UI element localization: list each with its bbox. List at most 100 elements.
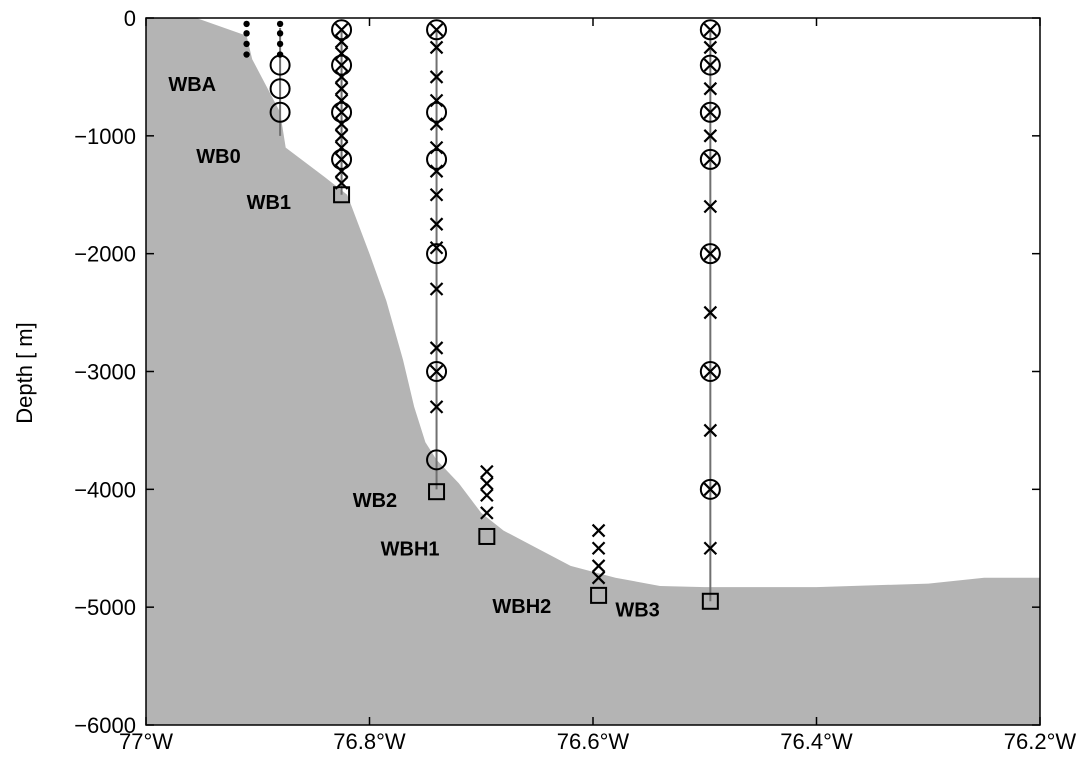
instrument-cross [334, 129, 349, 143]
instrument-cross [703, 305, 718, 320]
instrument-circle [331, 148, 353, 170]
anchor-square [428, 483, 446, 501]
instrument-dot [243, 51, 250, 58]
instrument-dot [276, 40, 284, 48]
instrument-dot [276, 20, 284, 28]
instrument-cross [591, 541, 606, 556]
x-tick-label: 76.2°W [1004, 729, 1077, 754]
instrument-cross [703, 152, 718, 167]
instrument-cross [703, 81, 718, 96]
y-tick-label: −6000 [74, 713, 136, 738]
mooring-label-wb1: WB1 [247, 192, 291, 214]
instrument-cross [334, 23, 349, 37]
instrument-cross [429, 341, 444, 355]
instrument-cross [703, 541, 718, 556]
instrument-cross [429, 164, 444, 178]
mooring-label-wbh2: WBH2 [492, 596, 551, 618]
instrument-cross [480, 488, 494, 503]
instrument-cross [429, 140, 444, 155]
instrument-cross [334, 140, 349, 155]
instrument-cross [429, 93, 444, 108]
instrument-circle [699, 243, 721, 265]
y-tick-label: 0 [124, 6, 136, 31]
y-axis-title: Depth [ m] [12, 322, 37, 423]
instrument-circle [331, 19, 353, 41]
instrument-cross [703, 199, 718, 214]
mooring-wbh2: WBH2 [492, 523, 608, 618]
instrument-cross [429, 240, 444, 255]
instrument-circle [699, 148, 721, 170]
instrument-circle [699, 54, 721, 76]
instrument-cross [429, 23, 444, 37]
instrument-cross [703, 23, 718, 37]
anchor-square [478, 527, 496, 545]
mooring-label-wba: WBA [168, 74, 216, 96]
axes: 77°W 76.8°W 76.6°W 76.4°W 76.2°W 0 −1000 −2000 −… [74, 6, 1076, 754]
instrument-cross [429, 70, 444, 84]
instrument-cross [703, 129, 718, 143]
mooring-label-wb3: WB3 [615, 600, 659, 622]
instrument-cross [334, 164, 349, 178]
bathymetry-area [146, 18, 1040, 725]
instrument-cross [334, 46, 349, 61]
instrument-cross [334, 117, 349, 131]
instrument-dot [276, 30, 284, 37]
instrument-cross [480, 464, 494, 479]
instrument-circle [426, 148, 448, 170]
x-tick-label: 76.4°W [780, 729, 853, 754]
instrument-circle [426, 101, 448, 123]
instrument-circle [426, 361, 448, 382]
instrument-cross [334, 58, 349, 72]
instrument-circle [269, 101, 291, 123]
instrument-cross [703, 423, 718, 438]
mooring-wb1: WB1 [247, 19, 353, 214]
instrument-cross [703, 364, 718, 379]
instrument-cross [429, 282, 444, 296]
y-tick-label: −1000 [74, 124, 136, 149]
instrument-cross [334, 70, 349, 84]
instrument-cross [703, 482, 718, 497]
instrument-circle [426, 449, 448, 471]
instrument-circle [269, 78, 291, 100]
instrument-cross [334, 81, 349, 96]
instrument-dot [243, 30, 250, 37]
x-tick-label: 76.6°W [557, 729, 630, 754]
instrument-cross [334, 152, 349, 167]
instrument-cross [429, 117, 444, 131]
y-tick-label: −4000 [74, 477, 136, 502]
instrument-circle [699, 478, 721, 500]
plot-area: WBA WB0 WB1 WB2 WBH1 WBH2 WB3 [146, 18, 1040, 725]
y-tick-label: −3000 [74, 360, 136, 385]
mooring-wba: WBA [168, 20, 250, 96]
instrument-circle [699, 101, 721, 123]
instrument-cross [591, 570, 606, 585]
instrument-circle [699, 19, 721, 41]
instrument-cross [480, 506, 494, 520]
instrument-cross [429, 40, 444, 55]
instrument-cross [591, 523, 606, 538]
anchor-square [333, 186, 351, 204]
instrument-cross [703, 105, 718, 120]
instrument-cross [480, 476, 494, 491]
instrument-circle [699, 361, 721, 382]
instrument-cross [334, 93, 349, 108]
anchor-square [701, 592, 719, 610]
mooring-wb2: WB2 [353, 19, 448, 512]
instrument-cross [703, 246, 718, 261]
mooring-wb0: WB0 [196, 20, 291, 168]
instrument-circle [426, 243, 448, 265]
instrument-circle [331, 101, 353, 123]
x-tick-label: 76.8°W [333, 729, 406, 754]
instrument-circle [426, 19, 448, 41]
instrument-cross [334, 34, 349, 49]
y-tick-label: −5000 [74, 595, 136, 620]
instrument-cross [703, 40, 718, 55]
instrument-circle [331, 54, 353, 76]
mooring-wbh1: WBH1 [381, 464, 496, 560]
instrument-cross [591, 559, 606, 573]
instrument-cross [334, 105, 349, 120]
mooring-label-wb2: WB2 [353, 490, 397, 512]
mooring-wb3: WB3 [615, 19, 721, 622]
mooring-label-wbh1: WBH1 [381, 538, 440, 560]
